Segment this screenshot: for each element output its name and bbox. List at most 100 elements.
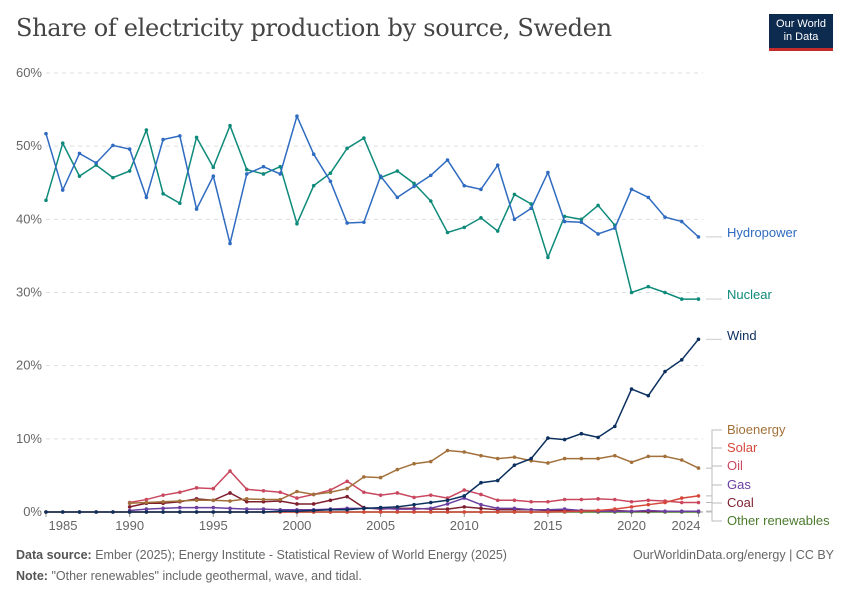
data-point xyxy=(546,461,550,465)
data-point xyxy=(412,507,416,511)
series-gas: Gas xyxy=(127,477,751,514)
data-point xyxy=(362,475,366,479)
data-point xyxy=(395,195,400,200)
data-point xyxy=(328,508,333,512)
data-point xyxy=(562,509,567,514)
series-label: Oil xyxy=(727,458,743,473)
label-connector xyxy=(706,447,722,497)
data-point xyxy=(479,453,483,458)
data-point xyxy=(362,136,366,140)
data-point xyxy=(127,501,132,506)
label-connector xyxy=(706,511,722,522)
data-point xyxy=(512,455,517,459)
data-point xyxy=(512,506,517,511)
data-point xyxy=(244,172,249,176)
data-point xyxy=(495,478,500,483)
label-connector xyxy=(706,429,722,469)
data-point xyxy=(479,492,483,497)
y-tick-label: 0% xyxy=(23,504,42,519)
data-point xyxy=(696,337,701,342)
data-point xyxy=(412,184,416,189)
label-connector xyxy=(706,502,722,512)
data-point xyxy=(261,497,266,502)
data-point xyxy=(646,508,651,513)
series-bioenergy: Bioenergy xyxy=(127,422,786,506)
data-point xyxy=(445,498,450,503)
note-text: "Other renewables" include geothermal, w… xyxy=(51,569,362,583)
y-tick-label: 10% xyxy=(16,431,42,446)
data-point xyxy=(579,509,584,514)
data-point xyxy=(228,123,232,128)
data-point xyxy=(428,199,433,203)
data-point xyxy=(228,491,232,495)
data-point xyxy=(462,225,467,230)
data-point xyxy=(495,163,500,167)
data-point xyxy=(244,487,249,492)
series-label: Wind xyxy=(727,328,757,343)
data-point xyxy=(462,183,467,188)
data-point xyxy=(579,220,584,225)
url-text[interactable]: OurWorldinData.org/energy | CC BY xyxy=(632,548,834,562)
data-point xyxy=(127,505,132,509)
data-point xyxy=(428,459,433,464)
data-point xyxy=(562,497,567,502)
y-tick-label: 20% xyxy=(16,358,42,373)
series-line xyxy=(45,113,699,244)
source-text[interactable]: Ember (2025); Energy Institute - Statist… xyxy=(95,548,507,562)
data-point xyxy=(228,510,232,514)
data-point xyxy=(194,207,199,211)
data-point xyxy=(445,448,450,453)
data-point xyxy=(194,486,199,490)
data-point xyxy=(462,450,467,454)
data-point xyxy=(646,502,651,507)
data-point xyxy=(479,187,483,192)
data-point xyxy=(311,508,316,513)
data-point xyxy=(445,507,450,511)
data-point xyxy=(211,498,216,503)
data-point xyxy=(512,217,517,222)
data-point xyxy=(596,435,600,440)
data-point xyxy=(261,172,266,176)
data-point xyxy=(679,509,684,514)
data-point xyxy=(161,493,165,497)
data-point xyxy=(412,181,416,186)
data-point xyxy=(613,424,617,429)
data-point xyxy=(395,505,400,509)
data-point xyxy=(495,498,500,503)
series-line xyxy=(45,123,699,300)
data-point xyxy=(144,497,149,502)
data-point xyxy=(362,220,366,225)
data-point xyxy=(579,431,584,436)
data-point xyxy=(395,467,400,472)
data-point xyxy=(529,510,533,514)
data-point xyxy=(178,490,182,495)
data-point xyxy=(412,495,416,500)
data-point xyxy=(362,490,366,495)
x-tick-label: 1990 xyxy=(115,518,144,533)
data-point xyxy=(395,169,400,173)
data-point xyxy=(629,290,634,295)
data-point xyxy=(546,255,550,260)
data-point xyxy=(696,494,701,498)
data-point xyxy=(311,492,316,497)
data-point xyxy=(261,510,266,514)
data-point xyxy=(161,510,165,514)
data-point xyxy=(445,510,450,514)
data-point xyxy=(479,510,483,514)
data-point xyxy=(596,203,600,208)
data-point xyxy=(194,135,199,140)
owid-logo[interactable]: Our World in Data xyxy=(769,14,833,51)
data-point xyxy=(646,454,651,459)
data-point xyxy=(178,505,182,510)
data-point xyxy=(362,510,366,514)
data-point xyxy=(77,510,82,514)
data-point xyxy=(696,297,701,301)
data-point xyxy=(546,436,550,440)
data-point xyxy=(613,507,617,511)
data-point xyxy=(378,493,383,497)
label-connector xyxy=(706,484,722,512)
data-point xyxy=(613,226,617,230)
data-point xyxy=(194,510,199,514)
data-point xyxy=(395,491,400,495)
data-point xyxy=(60,141,65,146)
